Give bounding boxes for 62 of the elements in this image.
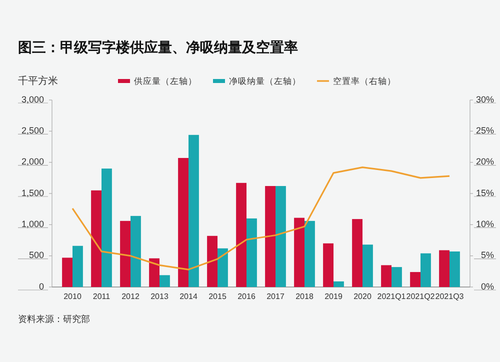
- x-tick-label: 2011: [92, 292, 111, 301]
- y-tick-label: 0: [38, 281, 44, 292]
- x-tick-label: 2021Q3: [435, 292, 464, 301]
- y-tick-label: 1,500: [21, 188, 44, 198]
- bar: [439, 250, 450, 287]
- bar: [334, 281, 344, 287]
- x-tick-label: 2015: [208, 292, 227, 301]
- bar: [392, 267, 402, 287]
- bar: [304, 220, 315, 287]
- y-axis-title: 千平方米: [18, 75, 58, 87]
- x-tick-label: 2018: [296, 292, 314, 301]
- bar: [276, 186, 286, 287]
- x-tick-label: 2017: [266, 292, 285, 301]
- y2-tick-label: 25%: [476, 126, 494, 136]
- bar: [160, 275, 170, 287]
- x-tick-label: 2016: [238, 292, 256, 301]
- bar: [102, 168, 112, 287]
- bar: [236, 182, 246, 287]
- y2-tick-label: 20%: [476, 156, 494, 167]
- legend-label: 供应量（左轴）: [134, 76, 197, 86]
- bar: [178, 158, 188, 287]
- bar: [323, 243, 334, 287]
- bar: [207, 236, 218, 287]
- bar: [218, 248, 228, 287]
- legend-label: 净吸纳量（左轴）: [229, 76, 301, 86]
- x-tick-label: 2014: [180, 292, 198, 301]
- bar: [120, 220, 130, 287]
- bar: [362, 244, 373, 287]
- y-tick-label: 2,000: [21, 156, 44, 167]
- bar: [410, 272, 420, 287]
- bar: [381, 265, 392, 287]
- bar: [294, 218, 304, 287]
- x-tick-label: 2021Q2: [406, 292, 436, 301]
- bar: [72, 246, 83, 287]
- x-tick-label: 2013: [150, 292, 169, 301]
- text: 资料来源：研究部: [18, 314, 90, 324]
- chart-title: 图三：甲级写字楼供应量、净吸纳量及空置率: [18, 39, 298, 55]
- y2-tick-label: 5%: [480, 250, 494, 260]
- bar: [265, 186, 276, 287]
- x-tick-label: 2010: [64, 292, 82, 301]
- y-tick-label: 3,000: [21, 94, 44, 104]
- bar: [91, 190, 102, 287]
- bar: [62, 258, 72, 287]
- y2-tick-label: 30%: [476, 94, 494, 104]
- legend-label: 空置率（右轴）: [333, 76, 396, 86]
- y-tick-label: 2,500: [21, 126, 44, 136]
- y-tick-label: 1,000: [21, 219, 44, 230]
- y2-tick-label: 15%: [476, 188, 494, 198]
- bar: [188, 134, 199, 287]
- y2-tick-label: 10%: [476, 219, 494, 230]
- bar: [420, 253, 431, 287]
- x-tick-label: 2019: [324, 292, 343, 301]
- x-tick-label: 2020: [354, 292, 372, 301]
- x-tick-label: 2012: [122, 292, 140, 301]
- x-tick-label: 2021Q1: [377, 292, 406, 301]
- bar: [352, 219, 362, 287]
- y-tick-label: 500: [28, 250, 44, 260]
- bar: [450, 251, 460, 287]
- bar: [130, 216, 141, 287]
- bar: [149, 258, 160, 287]
- bar: [246, 218, 257, 287]
- y2-tick-label: 0%: [480, 281, 494, 292]
